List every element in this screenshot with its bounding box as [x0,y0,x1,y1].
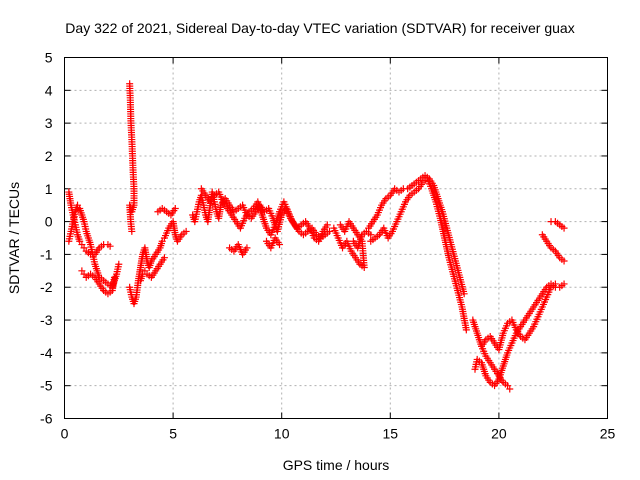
data-point [128,227,136,235]
y-tick-label: -3 [40,312,53,328]
data-point [560,224,568,232]
gridlines [64,57,608,419]
data-point [336,221,344,229]
data-point [115,260,123,268]
axis-ticks: 0 5 10 15 20 25 -6 -5 -4 -3 -2 -1 0 1 2 3 4 5 [40,50,615,442]
x-axis-label: GPS time / hours [283,457,390,473]
x-tick-label: 0 [61,426,69,442]
data-point [506,385,514,393]
data-point [171,204,179,212]
y-tick-label: 1 [45,181,53,197]
data-point [160,254,168,262]
x-tick-label: 25 [600,426,616,442]
data-point [462,326,470,334]
data-point [276,241,284,249]
plot-frame [64,57,608,419]
x-tick-label: 10 [274,426,290,442]
data-point [460,290,468,298]
chart-title: Day 322 of 2021, Sidereal Day-to-day VTE… [65,20,574,36]
data-point [367,231,375,239]
data-point [325,227,333,235]
x-tick-label: 15 [383,426,399,442]
y-axis-label: SDTVAR / TECUs [6,182,22,294]
y-tick-label: 5 [45,50,53,66]
y-tick-label: 0 [45,214,53,230]
y-tick-label: -6 [40,411,53,427]
y-tick-label: -2 [40,279,53,295]
data-point [106,242,114,250]
y-tick-label: 2 [45,148,53,164]
data-point [551,280,559,288]
data-points [65,80,568,393]
y-tick-label: -5 [40,378,53,394]
y-tick-label: 4 [45,82,53,98]
data-point [243,244,251,252]
x-tick-label: 20 [491,426,507,442]
data-point [182,227,190,235]
y-tick-label: -4 [40,345,53,361]
data-point [560,280,568,288]
y-tick-label: 3 [45,115,53,131]
data-point [110,273,118,281]
data-point [323,221,331,229]
x-tick-label: 5 [169,426,177,442]
y-tick-label: -1 [40,246,53,262]
data-point [560,257,568,265]
